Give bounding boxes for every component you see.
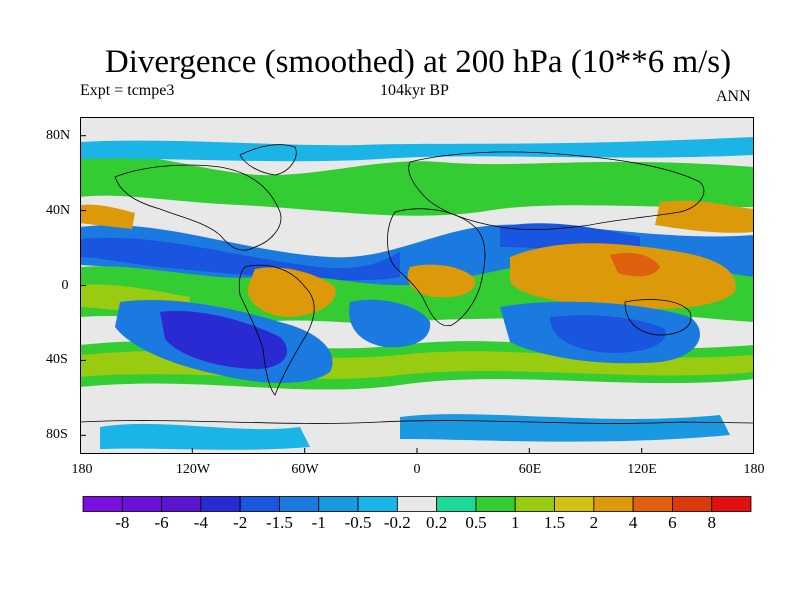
colorbar-label: 0.2 <box>426 513 448 532</box>
lon-label-180e: 180 <box>743 462 765 477</box>
maritime-continent-peak <box>610 252 660 277</box>
coastlines <box>80 144 754 424</box>
north-pacific-convergence-core <box>80 237 400 281</box>
experiment-label: Expt = tcmpe3 <box>80 82 175 99</box>
north-pacific-storm-divergence <box>655 200 754 233</box>
colorbar-box <box>554 496 595 512</box>
lon-label-60w: 60W <box>291 462 319 477</box>
colorbar-label: -1 <box>311 513 326 532</box>
colorbar-box <box>514 496 555 512</box>
lon-label-120e: 120E <box>627 462 657 477</box>
lat-label-40n: 40N <box>46 203 71 218</box>
colorbar-box <box>200 496 241 512</box>
colorbar-box <box>672 496 713 512</box>
lat-label-80s: 80S <box>46 427 68 442</box>
colorbar-label: 0.5 <box>465 513 487 532</box>
colorbar-label: 1.5 <box>543 513 566 532</box>
antarctic-convergence-west <box>100 423 310 450</box>
south-pacific-convergence-core <box>160 311 288 369</box>
south-indian-convergence-core <box>550 315 666 353</box>
colorbar-label: -0.2 <box>383 513 411 532</box>
colorbar-label: -1.5 <box>266 513 293 532</box>
lon-label-120w: 120W <box>175 462 211 477</box>
colorbar-box <box>357 496 398 512</box>
colorbar-label: -8 <box>115 513 130 532</box>
colorbar-box <box>436 496 477 512</box>
colorbar-label: 4 <box>628 513 638 532</box>
colorbar-label: -0.5 <box>344 513 372 532</box>
colorbar-label: -2 <box>233 513 248 532</box>
colorbar-box <box>279 496 320 512</box>
lat-label-80n: 80N <box>46 128 71 143</box>
map-frame <box>80 117 754 454</box>
colorbar-label: 2 <box>589 513 599 532</box>
colorbar-label: 1 <box>510 513 520 532</box>
colorbar-box <box>396 496 438 512</box>
arctic-convergence <box>80 137 754 162</box>
colorbar-label: 6 <box>668 513 677 532</box>
colorbar-label: 8 <box>707 513 716 532</box>
north-midlatitude-divergence <box>80 154 754 216</box>
north-pacific-storm-divergence-west <box>80 204 135 229</box>
colorbar-box <box>711 496 752 512</box>
period-label: 104kyr BP <box>380 82 449 99</box>
season-label: ANN <box>716 88 751 105</box>
colorbar-box <box>318 496 359 512</box>
colorbar-box <box>239 496 280 512</box>
map-title: Divergence (smoothed) at 200 hPa (10**6 … <box>104 44 732 80</box>
divergence-map <box>80 117 754 454</box>
colorbar-box <box>82 496 123 512</box>
colorbar-box <box>632 496 673 512</box>
colorbar-box <box>593 496 634 512</box>
lat-label-40s: 40S <box>46 352 68 367</box>
colorbar-label: -6 <box>154 513 169 532</box>
colorbar-label: -4 <box>193 513 208 532</box>
lat-label-0: 0 <box>61 278 69 293</box>
colorbar <box>82 496 752 512</box>
lon-label-0: 0 <box>413 462 421 477</box>
antarctic-convergence-east <box>400 414 730 442</box>
lon-label-60e: 60E <box>518 462 542 477</box>
lon-label-180w: 180 <box>71 462 93 477</box>
colorbar-box <box>475 496 516 512</box>
south-atlantic-convergence <box>349 299 431 348</box>
colorbar-box <box>121 496 162 512</box>
maritime-continent-divergence <box>510 243 736 309</box>
africa-divergence <box>407 264 476 298</box>
colorbar-box <box>161 496 202 512</box>
